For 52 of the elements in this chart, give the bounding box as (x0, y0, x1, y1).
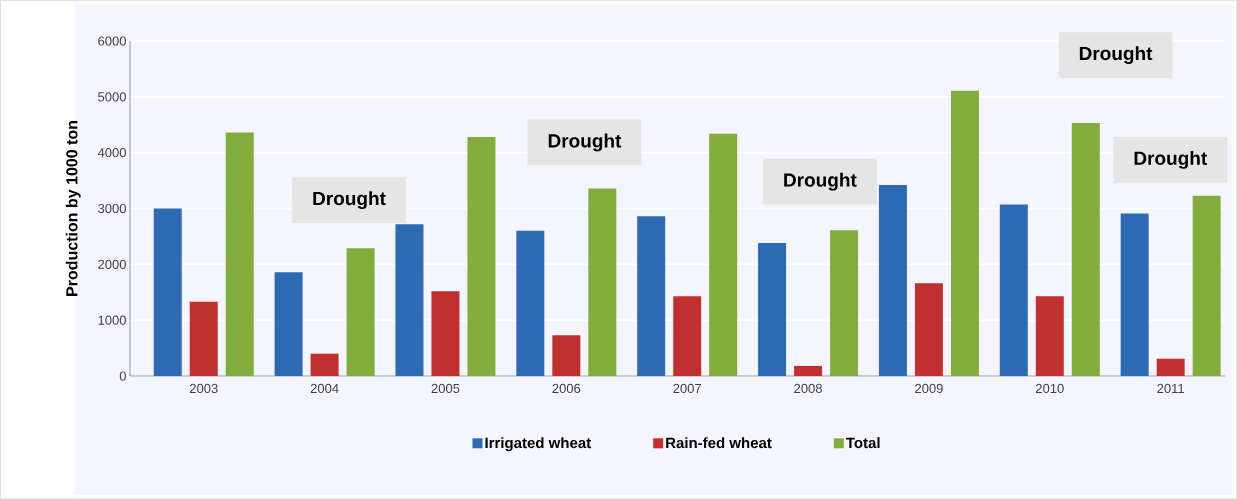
annotation: Drought (1134, 151, 1207, 169)
bar (189, 301, 218, 376)
bar (395, 224, 424, 376)
y-tick-label: 4000 (97, 148, 126, 158)
annotation: Drought (548, 133, 622, 152)
y-tick-label: 0 (119, 371, 126, 381)
x-tick-label: 2005 (431, 383, 460, 393)
y-tick-label: 2000 (98, 259, 126, 269)
bar (274, 272, 303, 376)
y-tick-label: 3000 (98, 203, 126, 214)
bar (1156, 358, 1185, 376)
bar (1071, 123, 1100, 376)
bar (914, 283, 943, 376)
bar (431, 291, 460, 376)
legend-label: Irrigated wheat (485, 437, 591, 452)
bar (467, 137, 496, 376)
bar (1120, 213, 1149, 376)
bar (588, 188, 617, 376)
bar (346, 248, 375, 376)
x-tick-label: 2007 (673, 383, 701, 393)
bar (709, 133, 738, 376)
annotation: Drought (784, 172, 857, 191)
bar (673, 296, 702, 376)
bar (552, 335, 581, 376)
bar (878, 185, 907, 376)
bar (758, 243, 787, 376)
x-tick-label: 2010 (1035, 383, 1064, 393)
x-tick-label: 2006 (552, 383, 581, 393)
legend-label: Rain-fed wheat (666, 437, 772, 449)
annotation: Drought (313, 191, 386, 210)
y-tick-label: 5000 (98, 92, 126, 102)
bar (999, 204, 1028, 376)
x-tick-label: 2003 (189, 383, 218, 393)
bar (637, 216, 666, 376)
bar (1035, 296, 1064, 376)
x-tick-label: 2008 (794, 383, 822, 393)
x-tick-label: 2011 (1157, 383, 1184, 393)
y-tick-label: 1000 (98, 315, 126, 325)
y-axis-title: Production by 1000 ton (65, 121, 81, 296)
bar (310, 353, 339, 376)
bar (950, 90, 979, 376)
bar (153, 208, 182, 376)
bar (1192, 195, 1221, 376)
annotation: Drought (1079, 46, 1153, 64)
x-tick-label: 2004 (310, 383, 339, 393)
y-tick-label: 6000 (98, 36, 126, 46)
bar (830, 230, 859, 376)
bar (794, 365, 823, 376)
bar (516, 230, 545, 376)
bar (225, 132, 254, 376)
legend-label: Total (846, 437, 880, 449)
x-tick-label: 2009 (915, 383, 943, 393)
